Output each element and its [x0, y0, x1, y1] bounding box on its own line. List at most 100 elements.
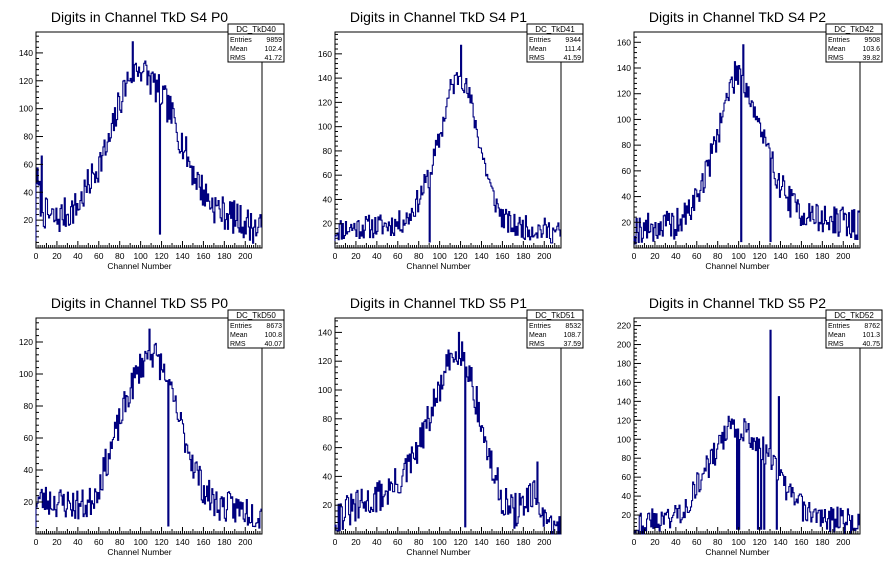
stats-name: DC_TkD51	[535, 311, 575, 320]
x-tick-label: 80	[713, 251, 723, 261]
x-tick-label: 140	[175, 537, 189, 547]
y-tick-label: 20	[323, 219, 333, 229]
stats-key: Mean	[828, 332, 846, 339]
y-tick-label: 160	[617, 377, 631, 387]
x-tick-label: 180	[217, 251, 231, 261]
x-tick-label: 180	[516, 251, 530, 261]
x-tick-label: 60	[94, 537, 104, 547]
stats-key: RMS	[828, 341, 844, 348]
y-tick-label: 60	[24, 159, 34, 169]
x-tick-label: 200	[537, 251, 551, 261]
stats-value: 9344	[565, 37, 581, 44]
x-tick-label: 180	[217, 537, 231, 547]
y-tick-label: 60	[24, 433, 34, 443]
y-tick-label: 80	[24, 401, 34, 411]
y-tick-label: 80	[323, 146, 333, 156]
stats-value: 8673	[266, 323, 282, 330]
chart-title: Digits in Channel TkD S5 P2	[649, 295, 826, 311]
y-tick-label: 180	[617, 358, 631, 368]
y-tick-label: 80	[622, 453, 632, 463]
stats-value: 108.7	[563, 332, 581, 339]
x-tick-label: 40	[671, 537, 681, 547]
y-tick-label: 100	[19, 104, 33, 114]
y-tick-label: 100	[318, 385, 332, 395]
histogram-series	[633, 44, 860, 248]
x-tick-label: 20	[351, 251, 361, 261]
stats-name: DC_TkD40	[236, 25, 276, 34]
y-tick-label: 40	[323, 194, 333, 204]
y-tick-label: 60	[622, 166, 632, 176]
x-tick-label: 120	[453, 251, 467, 261]
x-tick-label: 80	[115, 537, 125, 547]
x-tick-label: 40	[73, 251, 83, 261]
stats-box	[825, 23, 883, 63]
stats-key: RMS	[529, 341, 545, 348]
x-tick-label: 160	[196, 251, 210, 261]
x-tick-label: 60	[94, 251, 104, 261]
x-tick-label: 80	[115, 251, 125, 261]
stats-box	[227, 23, 285, 63]
x-tick-label: 200	[537, 537, 551, 547]
stats-value: 9508	[864, 37, 880, 44]
stats-key: Entries	[828, 323, 850, 330]
x-tick-label: 100	[433, 537, 447, 547]
x-tick-label: 120	[154, 251, 168, 261]
x-axis-label: Channel Number	[406, 261, 470, 271]
chart-title: Digits in Channel TkD S4 P1	[350, 9, 527, 25]
y-tick-label: 20	[323, 500, 333, 510]
y-tick-label: 60	[622, 472, 632, 482]
y-tick-label: 120	[318, 97, 332, 107]
stats-value: 40.07	[264, 341, 282, 348]
histogram-panel-2: Digits in Channel TkD S4 P1 0 20 40 60 80 100 1…	[318, 9, 584, 271]
stats-value: 9859	[266, 37, 282, 44]
y-tick-label: 80	[323, 414, 333, 424]
stats-key: RMS	[230, 55, 246, 62]
x-axis-label: Channel Number	[406, 547, 470, 557]
histogram-panel-6: Digits in Channel TkD S5 P2 0 20 40 60 80 100 1…	[617, 295, 883, 557]
stats-value: 8532	[565, 323, 581, 330]
y-tick-label: 140	[318, 73, 332, 83]
x-tick-label: 0	[333, 251, 338, 261]
y-tick-label: 100	[318, 122, 332, 132]
x-tick-label: 140	[175, 251, 189, 261]
y-tick-label: 160	[318, 49, 332, 59]
x-tick-label: 80	[414, 537, 424, 547]
x-tick-label: 180	[815, 537, 829, 547]
histogram-panel-5: Digits in Channel TkD S5 P1 0 20 40 60 80 100 1…	[318, 295, 584, 557]
x-tick-label: 20	[351, 537, 361, 547]
histogram-panel-1: Digits in Channel TkD S4 P0 0 20 40 60 80 100 1…	[19, 9, 285, 271]
y-tick-label: 40	[323, 471, 333, 481]
x-tick-label: 40	[73, 537, 83, 547]
y-tick-label: 60	[323, 170, 333, 180]
histogram-series	[35, 328, 262, 534]
stats-name: DC_TkD42	[834, 25, 874, 34]
x-tick-label: 0	[632, 251, 637, 261]
x-tick-label: 100	[134, 537, 148, 547]
chart-title: Digits in Channel TkD S4 P0	[51, 9, 228, 25]
x-tick-label: 60	[393, 537, 403, 547]
histogram-panel-4: Digits in Channel TkD S5 P0 0 20 40 60 80 100 1…	[19, 295, 285, 557]
x-tick-label: 200	[238, 251, 252, 261]
x-tick-label: 160	[196, 537, 210, 547]
y-tick-label: 140	[19, 48, 33, 58]
plot-frame	[633, 317, 861, 535]
x-tick-label: 0	[333, 537, 338, 547]
y-tick-label: 20	[622, 510, 632, 520]
stats-name: DC_TkD41	[535, 25, 575, 34]
stats-box	[526, 309, 584, 349]
stats-key: Mean	[230, 332, 248, 339]
x-tick-label: 120	[453, 537, 467, 547]
histogram-series	[334, 331, 561, 535]
x-axis-label: Channel Number	[107, 547, 171, 557]
x-tick-label: 100	[433, 251, 447, 261]
stats-value: 101.3	[862, 332, 880, 339]
stats-key: Entries	[230, 323, 252, 330]
y-tick-label: 100	[617, 114, 631, 124]
stats-key: Mean	[529, 46, 547, 53]
stats-name: DC_TkD52	[834, 311, 874, 320]
x-tick-label: 200	[836, 537, 850, 547]
x-tick-label: 20	[650, 537, 660, 547]
x-tick-label: 140	[773, 251, 787, 261]
y-tick-label: 140	[617, 63, 631, 73]
histogram-series	[334, 44, 561, 248]
